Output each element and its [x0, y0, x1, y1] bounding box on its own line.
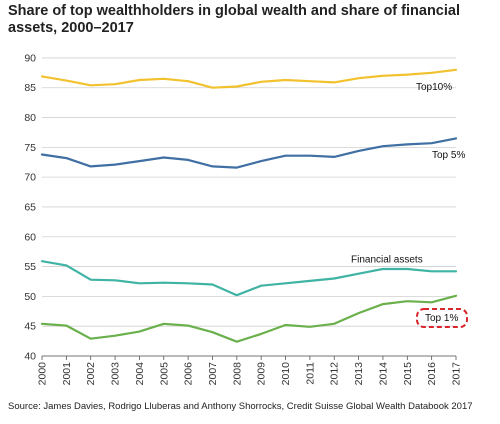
- x-tick-label: 2005: [158, 362, 170, 386]
- series-label: Top 5%: [432, 150, 465, 161]
- series-line-financial-assets: [40, 260, 458, 297]
- highlight-box: [416, 308, 468, 328]
- chart-title: Share of top wealthholders in global wea…: [8, 3, 460, 36]
- x-tick-label: 2010: [280, 362, 292, 386]
- series-label: Top10%: [416, 82, 452, 93]
- x-tick-label: 2000: [37, 362, 49, 386]
- x-tick-label: 2011: [304, 362, 316, 385]
- x-tick-label: 2001: [61, 362, 73, 386]
- y-tick-label: 90: [24, 52, 36, 64]
- x-tick-label: 2017: [451, 362, 463, 386]
- y-tick-label: 60: [24, 231, 36, 243]
- y-tick-label: 40: [24, 351, 36, 363]
- axes: 40 45 50 55 60 65 70 75 80 85 90 2000 2001 2002 2003 20…: [24, 52, 462, 385]
- x-tick-label: 2007: [207, 362, 219, 386]
- x-tick-label: 2016: [426, 362, 438, 386]
- x-tick-label: 2006: [183, 362, 195, 386]
- x-tick-label: 2012: [329, 362, 341, 386]
- series-label: Financial assets: [351, 255, 423, 266]
- y-tick-label: 75: [24, 142, 36, 154]
- x-tick-label: 2009: [256, 362, 268, 386]
- x-tick-label: 2003: [110, 362, 122, 386]
- series-line-top-5-: [40, 137, 458, 169]
- y-tick-label: 85: [24, 82, 36, 94]
- x-tick-label: 2008: [231, 362, 243, 386]
- x-tick-label: 2014: [377, 362, 389, 386]
- y-tick-label: 80: [24, 112, 36, 124]
- series-line-top-1-: [40, 294, 458, 343]
- series-label: Top 1%: [425, 313, 458, 324]
- y-tick-label: 70: [24, 172, 36, 184]
- x-tick-label: 2002: [85, 362, 97, 386]
- y-tick-label: 65: [24, 201, 36, 213]
- series-lines: [40, 68, 458, 343]
- y-tick-label: 45: [24, 321, 36, 333]
- x-tick-label: 2013: [353, 362, 365, 386]
- x-tick-label: 2015: [402, 362, 414, 386]
- gridlines: [42, 57, 456, 357]
- x-tick-label: 2004: [134, 362, 146, 386]
- series-labels: Top10% Top 5% Financial assets Top 1%: [351, 82, 468, 328]
- y-tick-label: 55: [24, 261, 36, 273]
- y-tick-label: 50: [24, 291, 36, 303]
- series-line-top10-: [40, 68, 458, 89]
- chart-source: Source: James Davies, Rodrigo Lluberas a…: [8, 401, 473, 412]
